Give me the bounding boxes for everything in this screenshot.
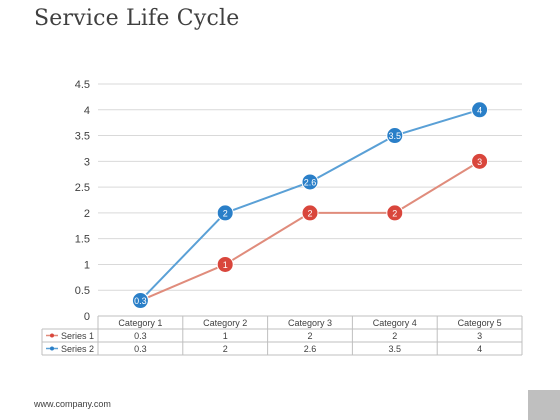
table-value-cell: 2 bbox=[223, 344, 228, 354]
corner-decoration bbox=[528, 390, 560, 420]
data-point bbox=[386, 204, 404, 222]
y-axis-ticks: 0 0.5 1 1.5 2 2.5 3 3.5 4 4.5 bbox=[75, 79, 90, 323]
legend-marker-key bbox=[50, 333, 54, 338]
data-point bbox=[216, 204, 234, 222]
data-label: 0.3 bbox=[134, 296, 147, 306]
data-label: 2 bbox=[307, 208, 312, 218]
table-value-cell: 2.6 bbox=[304, 344, 317, 354]
y-tick-label: 1 bbox=[84, 259, 90, 271]
table-header-cell: Category 3 bbox=[288, 318, 332, 328]
y-tick-label: 1.5 bbox=[75, 234, 90, 246]
y-tick-label: 4.5 bbox=[75, 79, 90, 91]
line-chart: 00.511.522.533.544.5 Category 1 Category … bbox=[41, 79, 523, 356]
y-tick-label: 3 bbox=[84, 156, 90, 168]
table-value-cell: 2 bbox=[392, 331, 397, 341]
y-tick-label: 4 bbox=[84, 105, 90, 117]
data-point bbox=[386, 127, 404, 145]
data-point bbox=[131, 292, 149, 310]
y-tick-label: 0.5 bbox=[75, 285, 90, 297]
table-header-cell: Category 2 bbox=[203, 318, 247, 328]
table-value-cell: 0.3 bbox=[134, 331, 147, 341]
y-tick-label: 3.5 bbox=[75, 131, 90, 143]
data-label: 4 bbox=[477, 105, 482, 115]
table-value-cell: 2 bbox=[307, 331, 312, 341]
table-header-cell: Category 1 bbox=[118, 318, 162, 328]
table-header-cell: Category 5 bbox=[458, 318, 502, 328]
data-point bbox=[301, 204, 319, 222]
data-point bbox=[301, 173, 319, 191]
data-point bbox=[216, 255, 234, 273]
series-points: 0.312230.322.63.54 bbox=[131, 101, 489, 310]
data-label: 2 bbox=[392, 208, 397, 218]
data-label: 2.6 bbox=[304, 177, 317, 187]
table-value-cell: 3 bbox=[477, 331, 482, 341]
slide-title: Service Life Cycle bbox=[34, 6, 240, 31]
footer-url: www.company.com bbox=[34, 399, 111, 409]
gridlines bbox=[98, 83, 522, 317]
legend-marker-key bbox=[50, 346, 54, 351]
legend-series-name: Series 1 bbox=[61, 331, 94, 341]
data-point bbox=[471, 152, 489, 170]
table-value-cell: 4 bbox=[477, 344, 482, 354]
table-value-cell: 1 bbox=[223, 331, 228, 341]
y-tick-label: 2 bbox=[84, 208, 90, 220]
y-tick-label: 2.5 bbox=[75, 182, 90, 194]
data-point bbox=[471, 101, 489, 119]
legend-series-name: Series 2 bbox=[61, 344, 94, 354]
data-label: 1 bbox=[223, 260, 228, 270]
y-tick-label: 0 bbox=[84, 311, 90, 323]
data-table: Category 1 Category 2 Category 3 Category 4… bbox=[41, 315, 523, 356]
data-label: 2 bbox=[223, 208, 228, 218]
table-value-cell: 3.5 bbox=[389, 344, 402, 354]
table-value-cell: 0.3 bbox=[134, 344, 147, 354]
table-header-cell: Category 4 bbox=[373, 318, 417, 328]
data-label: 3 bbox=[477, 157, 482, 167]
data-label: 3.5 bbox=[389, 131, 402, 141]
